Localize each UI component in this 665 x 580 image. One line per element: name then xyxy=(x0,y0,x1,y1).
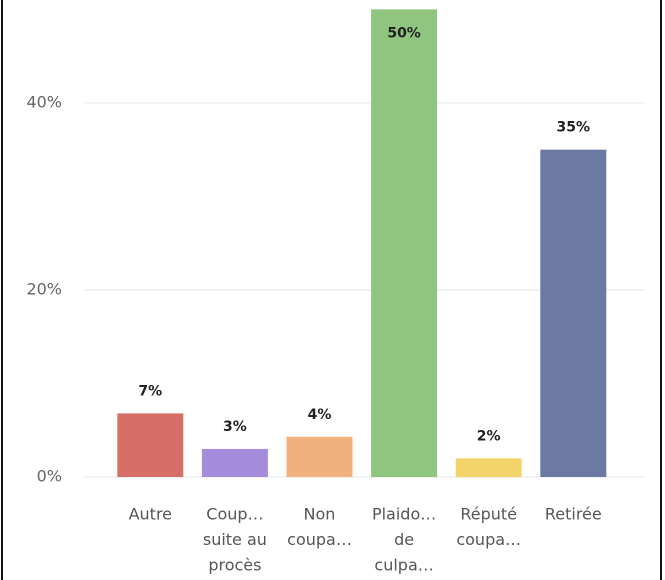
x-tick-label: Non xyxy=(304,505,336,524)
x-tick-label: Coup… xyxy=(206,505,263,524)
y-tick-label: 0% xyxy=(37,467,62,486)
y-tick-label: 20% xyxy=(26,279,62,298)
x-tick-label: suite au xyxy=(203,530,267,549)
bar xyxy=(117,413,184,477)
x-tick-label: de xyxy=(394,530,414,549)
x-tick-label: procès xyxy=(208,556,261,575)
bar xyxy=(455,458,522,477)
bar xyxy=(286,436,353,477)
x-tick-label: Retirée xyxy=(545,505,602,524)
x-tick-label: Plaido… xyxy=(372,505,436,524)
x-tick-label: coupa… xyxy=(287,530,352,549)
bar xyxy=(371,9,438,478)
bar xyxy=(540,149,607,477)
bar xyxy=(201,448,268,477)
value-label: 50% xyxy=(387,25,421,41)
x-tick-label: culpa… xyxy=(374,556,433,575)
x-tick-label: Autre xyxy=(129,505,172,524)
x-tick-label: coupa… xyxy=(456,530,521,549)
value-label: 7% xyxy=(138,383,162,399)
value-label: 2% xyxy=(477,428,501,444)
value-label: 35% xyxy=(557,120,591,136)
value-label: 3% xyxy=(223,419,247,435)
value-label: 4% xyxy=(308,407,332,423)
x-tick-label: Réputé xyxy=(460,505,517,524)
y-tick-label: 40% xyxy=(26,92,62,111)
